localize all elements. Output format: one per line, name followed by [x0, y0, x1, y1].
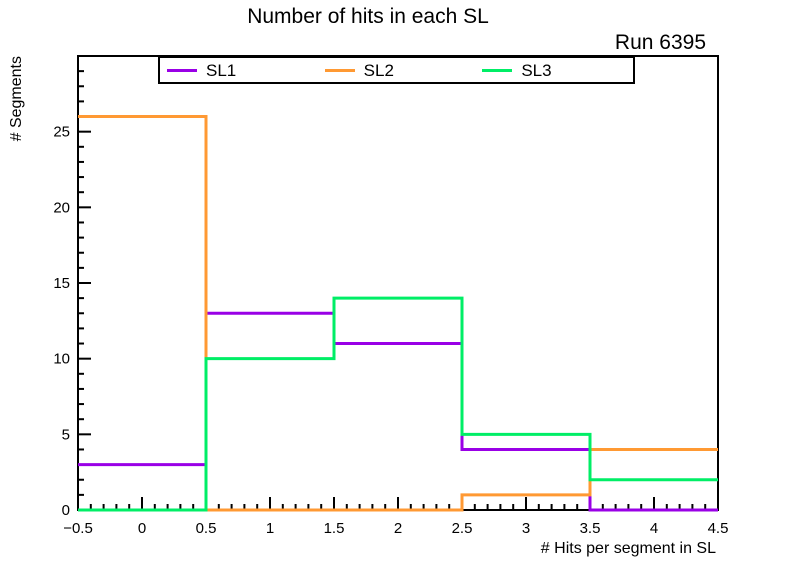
- x-tick-label: 0: [138, 520, 146, 537]
- x-tick-label: 3.5: [580, 520, 601, 537]
- run-label: Run 6395: [614, 31, 706, 54]
- legend-entry-sl1: SL1: [160, 62, 318, 79]
- x-tick-label: 4.5: [708, 520, 729, 537]
- series-sl2-line: [78, 115, 718, 512]
- y-tick-label: 25: [53, 124, 70, 141]
- y-tick-label: 0: [62, 502, 70, 519]
- sl3-line-swatch: [482, 68, 513, 72]
- legend-label-sl3: SL3: [521, 60, 552, 80]
- sl2-line-swatch: [324, 68, 355, 72]
- x-tick-label: 0.5: [196, 520, 217, 537]
- y-tick-label: 10: [53, 351, 70, 368]
- x-tick-label: 2.5: [452, 520, 473, 537]
- y-tick-label: 20: [53, 199, 70, 216]
- x-axis-title: # Hits per segment in SL: [541, 540, 716, 557]
- legend-box: SL1 SL2 SL3: [158, 56, 635, 84]
- legend-entry-sl2: SL2: [318, 62, 476, 79]
- series-sl3-line: [78, 296, 718, 512]
- x-tick-label: 1: [266, 520, 274, 537]
- plot-frame: [77, 55, 719, 511]
- y-tick-label: 5: [62, 426, 70, 443]
- legend-entry-sl3: SL3: [475, 62, 633, 79]
- chart-title: Number of hits in each SL: [247, 5, 489, 28]
- x-tick-label: 4: [650, 520, 658, 537]
- sl1-line-swatch: [167, 68, 197, 72]
- x-tick-label: 2: [394, 520, 402, 537]
- y-tick-label: 15: [53, 275, 70, 292]
- legend-label-sl1: SL1: [206, 60, 237, 80]
- x-tick-label: −0.5: [63, 520, 93, 537]
- y-axis-title: # Segments: [8, 56, 25, 141]
- x-tick-label: 1.5: [324, 520, 345, 537]
- legend-label-sl2: SL2: [363, 60, 394, 80]
- x-tick-label: 3: [522, 520, 530, 537]
